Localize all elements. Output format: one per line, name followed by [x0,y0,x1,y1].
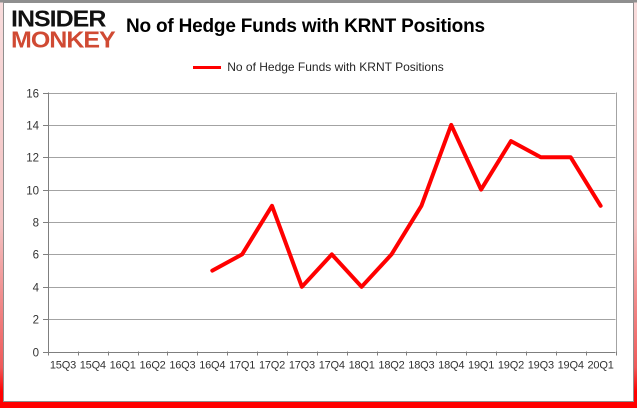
x-tick-label: 19Q3 [528,360,554,372]
x-tick-label: 20Q1 [588,360,614,372]
y-tick-label: 6 [33,250,39,262]
legend-line-swatch [193,65,222,69]
chart-title: No of Hedge Funds with KRNT Positions [126,16,485,37]
x-tick-label: 18Q3 [408,360,434,372]
x-tick-label: 16Q2 [139,360,165,372]
x-tick-label: 17Q2 [259,360,285,372]
y-tick-label: 8 [33,218,39,230]
x-tick-label: 19Q1 [468,360,494,372]
x-tick-label: 18Q1 [349,360,375,372]
x-tick-label: 17Q3 [289,360,315,372]
logo-word-insider: INSIDER [11,6,106,32]
x-tick-label: 17Q1 [229,360,255,372]
series-line [210,122,603,289]
y-tick-label: 10 [26,186,39,198]
y-tick-label: 0 [33,348,39,360]
x-tick-label: 16Q3 [169,360,195,372]
legend-label: No of Hedge Funds with KRNT Positions [227,60,444,74]
plot-area: 0 2 4 6 8 10 12 14 16 15Q3 15Q4 16Q1 16Q2 16Q3 16Q4 17Q… [26,89,617,372]
logo-word-monkey: MONKEY [11,27,116,53]
insider-monkey-logo: INSIDER MONKEY [11,6,116,53]
chart-canvas: INSIDER MONKEY No of Hedge Funds with KR… [3,2,634,402]
y-tick-label: 14 [26,121,39,133]
x-tick-label: 18Q4 [438,360,464,372]
legend: No of Hedge Funds with KRNT Positions [4,60,633,74]
x-tick-label: 17Q4 [319,360,345,372]
x-tick-label: 19Q2 [498,360,524,372]
x-tick-label: 15Q4 [80,360,106,372]
y-tick-label: 2 [33,315,39,327]
y-tick-label: 16 [26,89,39,101]
y-tick-label: 4 [33,283,40,295]
x-tick-label: 18Q2 [378,360,404,372]
x-tick-label: 19Q4 [558,360,584,372]
x-tick-label: 16Q1 [110,360,136,372]
x-tick-label: 16Q4 [199,360,225,372]
y-tick-label: 12 [26,153,39,165]
x-tick-label: 15Q3 [50,360,76,372]
